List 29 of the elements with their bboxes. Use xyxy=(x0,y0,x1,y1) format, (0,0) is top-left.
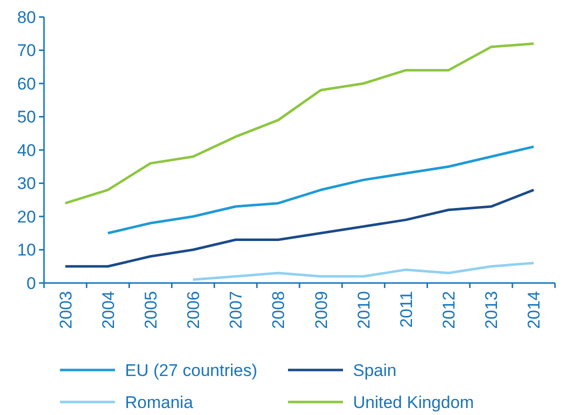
line-series xyxy=(192,262,535,281)
x-tick-label: 2014 xyxy=(524,291,544,329)
y-tick-label: 50 xyxy=(17,108,36,127)
y-tick-label: 0 xyxy=(26,274,36,293)
x-tick-label: 2006 xyxy=(184,291,204,329)
x-tick-label: 2012 xyxy=(440,291,459,329)
y-tick-label: 20 xyxy=(17,207,36,226)
x-tick-label: 2003 xyxy=(56,291,76,329)
x-tick-label: 2009 xyxy=(312,291,331,329)
legend-label: Spain xyxy=(353,360,396,380)
x-tick-label: 2011 xyxy=(396,291,416,328)
legend-label: United Kingdom xyxy=(353,392,474,412)
legend-label: EU (27 countries) xyxy=(125,360,258,380)
x-tick-label: 2004 xyxy=(98,291,118,329)
y-tick-label: 10 xyxy=(17,240,36,260)
line-series xyxy=(64,188,535,268)
x-tick-label: 2005 xyxy=(141,291,160,329)
line-series xyxy=(64,42,535,204)
y-tick-label: 60 xyxy=(17,74,36,94)
y-tick-label: 30 xyxy=(17,174,36,194)
y-tick-label: 40 xyxy=(17,140,36,160)
line-series xyxy=(106,145,535,234)
x-tick-label: 2010 xyxy=(354,291,374,329)
legend-label: Romania xyxy=(125,392,194,412)
x-tick-label: 2007 xyxy=(226,291,246,329)
y-tick-label: 80 xyxy=(17,8,36,27)
x-tick-label: 2008 xyxy=(269,291,288,329)
y-tick-label: 70 xyxy=(17,41,36,60)
x-tick-label: 2013 xyxy=(482,291,502,329)
